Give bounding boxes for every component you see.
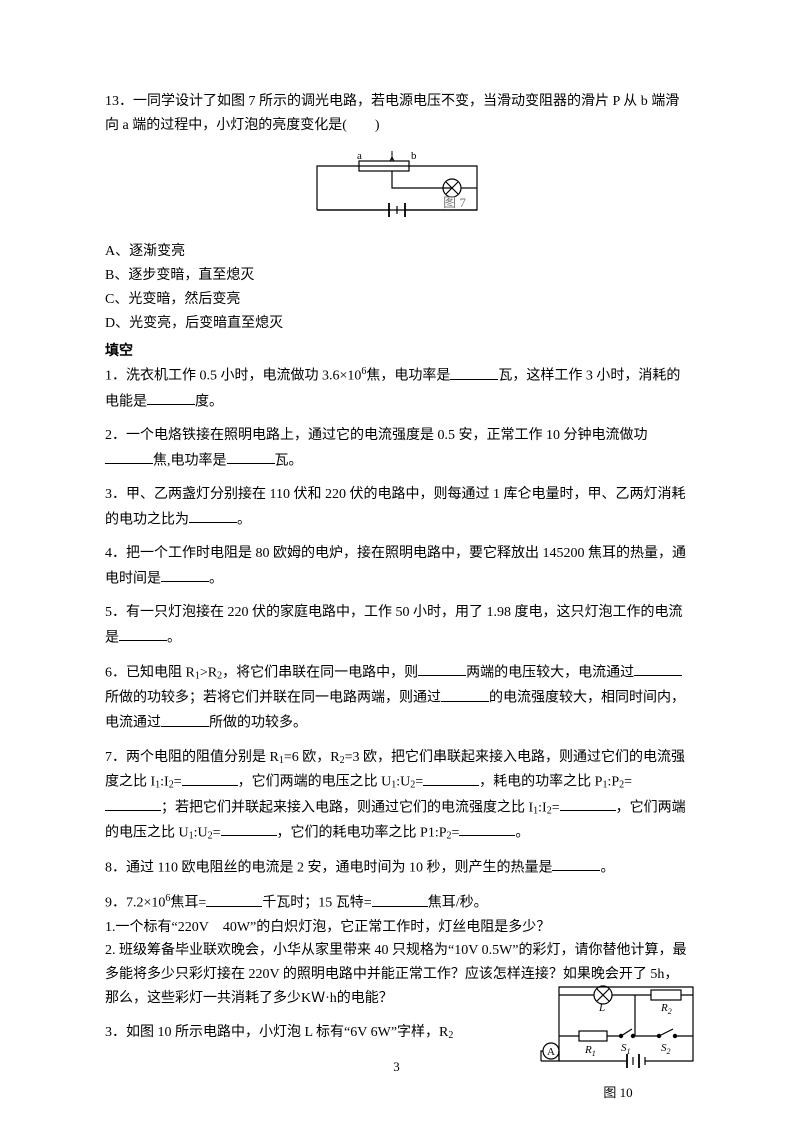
text: 。 xyxy=(600,860,614,875)
text: 。 xyxy=(515,825,529,840)
blank xyxy=(227,448,275,464)
blank xyxy=(161,566,209,582)
text: 3．如图 10 所示电路中，小灯泡 L 标有“6V 6W”字样，R xyxy=(105,1025,448,1040)
blank xyxy=(189,507,237,523)
blank xyxy=(423,769,479,785)
text: = xyxy=(415,775,423,790)
text: ，耗电的功率之比 P xyxy=(479,775,602,790)
figure-7-label: 图 7 xyxy=(443,192,466,214)
blank xyxy=(552,855,600,871)
text: ；若把它们并联起来接入电路，则通过它们的电流强度之比 I xyxy=(161,800,533,815)
blank xyxy=(418,660,466,676)
text: 。 xyxy=(237,512,251,527)
circuit-diagram-10: L R2 R1 S1 S2 A xyxy=(533,981,703,1071)
text: 千瓦时；15 瓦特= xyxy=(262,896,371,911)
fill-4: 4．把一个工作时电阻是 80 欧姆的电炉，接在照明电路中，要它释放出 14520… xyxy=(105,542,688,591)
text: 所做的功较多；若将它们并联在同一电路两端，则通过 xyxy=(105,691,441,706)
text: :U xyxy=(194,825,208,840)
blank xyxy=(161,710,209,726)
fill-8: 8．通过 110 欧电阻丝的电流是 2 安，通电时间为 10 秒，则产生的热量是… xyxy=(105,855,688,880)
option-d: D、光变亮，后变暗直至熄灭 xyxy=(105,312,688,336)
blank xyxy=(105,795,161,811)
fill-heading: 填空 xyxy=(105,340,688,364)
figure-10-label: 图 10 xyxy=(533,1082,703,1104)
blank xyxy=(450,364,498,380)
fill-5: 5．有一只灯泡接在 220 伏的家庭电路中，工作 50 小时，用了 1.98 度… xyxy=(105,601,688,650)
blank xyxy=(372,890,428,906)
text: >R xyxy=(200,665,217,680)
svg-text:A: A xyxy=(547,1046,555,1058)
text: = xyxy=(452,825,460,840)
fill-3: 3．甲、乙两盏灯分别接在 110 伏和 220 伏的电路中，则每通过 1 库仑电… xyxy=(105,483,688,532)
text: 5．有一只灯泡接在 220 伏的家庭电路中，工作 50 小时，用了 1.98 度… xyxy=(105,605,683,645)
fill-6: 6．已知电阻 R1>R2，将它们串联在同一电路中，则两端的电压较大，电流通过所做… xyxy=(105,660,688,736)
text: 所做的功较多。 xyxy=(209,716,307,731)
option-a: A、逐渐变亮 xyxy=(105,240,688,264)
figure-10: L R2 R1 S1 S2 A 图 10 xyxy=(533,981,703,1104)
text: 焦耳/秒。 xyxy=(428,896,488,911)
text: :I xyxy=(160,775,169,790)
text: ，将它们串联在同一电路中，则 xyxy=(222,665,418,680)
fill-9: 9．7.2×106焦耳=千瓦时；15 瓦特=焦耳/秒。 xyxy=(105,890,688,915)
text: 9．7.2×10 xyxy=(105,896,165,911)
text: ，它们的耗电功率之比 P1:P xyxy=(277,825,447,840)
text: 焦,电功率是 xyxy=(153,453,227,468)
page: 13．一同学设计了如图 7 所示的调光电路，若电源电压不变，当滑动变阻器的滑片 … xyxy=(0,0,793,1122)
text: 两端的电压较大，电流通过 xyxy=(466,665,634,680)
text: 1．洗衣机工作 0.5 小时，电流做功 3.6×10 xyxy=(105,369,361,384)
text: = xyxy=(624,775,632,790)
blank xyxy=(147,389,195,405)
svg-text:b: b xyxy=(411,150,417,162)
blank xyxy=(459,820,515,836)
blank xyxy=(105,448,153,464)
text: =6 欧，R xyxy=(284,750,340,765)
fill-1: 1．洗衣机工作 0.5 小时，电流做功 3.6×106焦，电功率是瓦，这样工作 … xyxy=(105,363,688,414)
svg-text:S2: S2 xyxy=(661,1042,671,1056)
text: 2．一个电烙铁接在照明电路上，通过它的电流强度是 0.5 安，正常工作 10 分… xyxy=(105,428,648,443)
option-b: B、逐步变暗，直至熄灭 xyxy=(105,264,688,288)
text: = xyxy=(213,825,221,840)
q13-options: A、逐渐变亮 B、逐步变暗，直至熄灭 C、光变暗，然后变亮 D、光变亮，后变暗直… xyxy=(105,240,688,335)
text: 度。 xyxy=(195,394,223,409)
blank xyxy=(560,795,616,811)
blank xyxy=(221,820,277,836)
svg-text:a: a xyxy=(357,150,362,162)
text: = xyxy=(174,775,182,790)
q13-text: 13．一同学设计了如图 7 所示的调光电路，若电源电压不变，当滑动变阻器的滑片 … xyxy=(105,90,688,138)
text: 7．两个电阻的阻值分别是 R xyxy=(105,750,279,765)
figure-7: a b 图 7 xyxy=(105,148,688,237)
svg-text:S1: S1 xyxy=(621,1042,631,1056)
text: :U xyxy=(396,775,410,790)
fill-2: 2．一个电烙铁接在照明电路上，通过它的电流强度是 0.5 安，正常工作 10 分… xyxy=(105,424,688,473)
text: :I xyxy=(538,800,547,815)
applied-1: 1.一个标有“220V 40W”的白炽灯泡，它正常工作时，灯丝电阻是多少？ xyxy=(105,916,688,940)
option-c: C、光变暗，然后变亮 xyxy=(105,288,688,312)
blank xyxy=(119,625,167,641)
text: 焦，电功率是 xyxy=(366,369,450,384)
blank xyxy=(441,685,489,701)
text: 。 xyxy=(167,630,181,645)
blank xyxy=(206,890,262,906)
text: :P xyxy=(607,775,619,790)
text: = xyxy=(552,800,560,815)
text: ，它们两端的电压之比 U xyxy=(238,775,392,790)
svg-text:R2: R2 xyxy=(660,1002,672,1016)
text: 。 xyxy=(209,571,223,586)
text: 8．通过 110 欧电阻丝的电流是 2 安，通电时间为 10 秒，则产生的热量是 xyxy=(105,860,552,875)
svg-text:R1: R1 xyxy=(584,1044,596,1058)
text: 6．已知电阻 R xyxy=(105,665,195,680)
text: 焦耳= xyxy=(170,896,206,911)
blank xyxy=(634,660,682,676)
circuit-diagram-7: a b xyxy=(297,148,497,228)
blank xyxy=(182,769,238,785)
svg-text:L: L xyxy=(598,1002,605,1014)
text: 瓦。 xyxy=(275,453,303,468)
fill-7: 7．两个电阻的阻值分别是 R1=6 欧，R2=3 欧，把它们串联起来接入电路，则… xyxy=(105,746,688,845)
